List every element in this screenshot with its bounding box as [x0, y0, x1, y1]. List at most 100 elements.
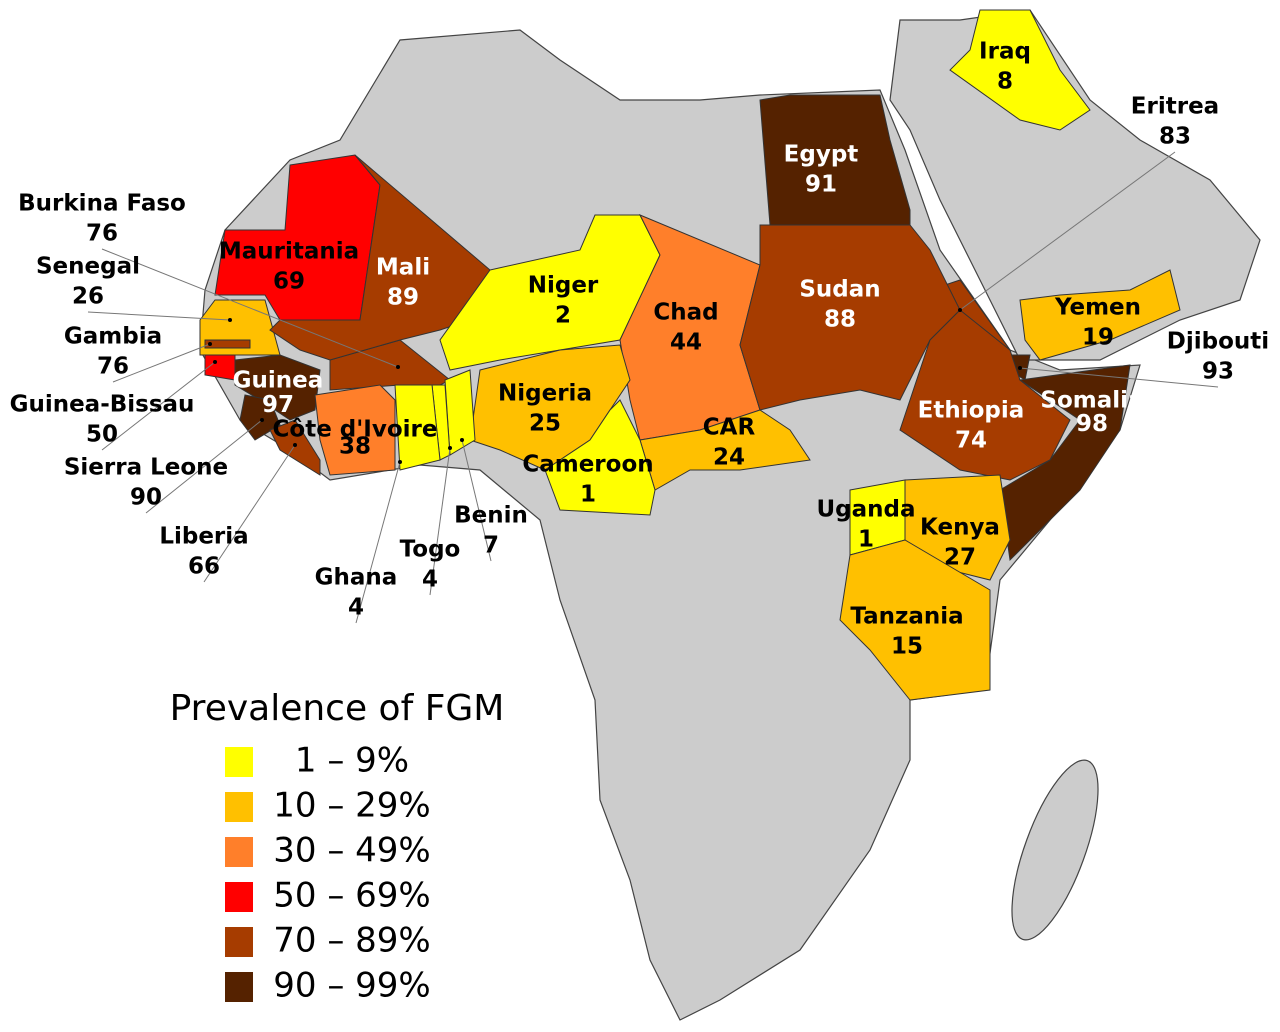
- country-name: Niger: [528, 273, 599, 299]
- leader-line: [101, 248, 399, 368]
- country-value: 98: [1076, 411, 1108, 437]
- country-name: Ghana: [315, 565, 398, 591]
- country-name: Djibouti: [1167, 329, 1269, 355]
- country-name: Cameroon: [522, 452, 653, 478]
- madagascar: [1011, 759, 1099, 941]
- legend-label: 1 – 9%: [295, 741, 409, 781]
- country-value: 1: [858, 526, 874, 552]
- country-shape: [1019, 269, 1181, 361]
- country-value: 91: [805, 171, 837, 197]
- country-name: Burkina Faso: [18, 191, 186, 217]
- leader-line: [101, 361, 216, 451]
- country-value: 15: [891, 633, 923, 659]
- country-value: 74: [955, 427, 987, 453]
- country-name: Senegal: [36, 254, 140, 280]
- legend-label: 10 – 29%: [273, 786, 430, 826]
- legend: Prevalence of FGM 1 – 9% 10 – 29% 30 – 49%…: [170, 688, 505, 1006]
- country-value: 76: [86, 220, 118, 246]
- country-value: 26: [72, 283, 104, 309]
- labels: Iraq 8 Eritrea 83 Egypt 91 Burkina Faso 76 Seneg…: [10, 39, 1270, 660]
- country-value: 89: [387, 284, 419, 310]
- country-name: Gambia: [64, 324, 162, 350]
- country-name: Eritrea: [1131, 94, 1219, 120]
- leader-line: [959, 151, 1176, 311]
- country-name: Mali: [376, 255, 430, 281]
- country-name: CAR: [703, 415, 756, 441]
- legend-label: 50 – 69%: [273, 876, 430, 916]
- country-value: 4: [348, 594, 364, 620]
- country-name: Togo: [400, 537, 461, 563]
- country-shape: [204, 339, 251, 349]
- country-name: Sierra Leone: [64, 455, 228, 481]
- country-shape: [239, 394, 281, 441]
- country-value: 2: [555, 302, 571, 328]
- country-shape: [639, 409, 811, 491]
- country-value: 25: [529, 410, 561, 436]
- country-name: Iraq: [979, 39, 1031, 65]
- country-shape: [544, 399, 656, 516]
- leader-line: [461, 439, 492, 562]
- country-value: 38: [339, 433, 371, 459]
- leader-dot: [398, 460, 402, 464]
- country-name: Mauritania: [219, 239, 359, 265]
- country-name: Liberia: [159, 524, 248, 550]
- country-shape: [394, 384, 441, 471]
- country-value: 1: [580, 481, 596, 507]
- legend-label: 30 – 49%: [273, 831, 430, 871]
- country-shape: [839, 539, 991, 701]
- country-value: 7: [483, 532, 499, 558]
- leader-dot: [208, 342, 212, 346]
- leader-line: [112, 343, 211, 383]
- leader-dot: [460, 438, 464, 442]
- leader-dot: [448, 446, 452, 450]
- country-name: Ethiopia: [918, 398, 1025, 424]
- countries: [199, 9, 1181, 701]
- country-shape: [949, 9, 1091, 131]
- country-name: Uganda: [816, 497, 915, 523]
- country-shape: [214, 154, 381, 321]
- country-value: 93: [1202, 358, 1234, 384]
- country-value: 8: [997, 68, 1013, 94]
- country-value: 76: [97, 353, 129, 379]
- leader-dot: [1018, 366, 1022, 370]
- country-value: 88: [824, 306, 856, 332]
- country-value: 4: [422, 566, 438, 592]
- leader-dot: [213, 360, 217, 364]
- country-value: 50: [86, 421, 118, 447]
- country-shape: [204, 354, 236, 381]
- country-name: Egypt: [784, 142, 859, 168]
- legend-label: 70 – 89%: [273, 921, 430, 961]
- country-value: 83: [1159, 123, 1191, 149]
- leader-line: [355, 461, 401, 624]
- leader-line: [1019, 367, 1219, 388]
- country-name: Somalia: [1040, 388, 1143, 414]
- country-shape: [314, 384, 396, 476]
- legend-swatch: [225, 882, 253, 912]
- leader-dot: [228, 318, 232, 322]
- legend-swatch: [225, 972, 253, 1002]
- leader-line: [203, 444, 296, 583]
- country-value: 66: [188, 553, 220, 579]
- country-shape: [999, 364, 1131, 562]
- country-shape: [269, 419, 321, 476]
- country-name: Guinea: [233, 368, 324, 394]
- country-name: Yemen: [1054, 295, 1141, 321]
- country-name: Côte d'Ivoire: [273, 417, 438, 443]
- legend-title: Prevalence of FGM: [170, 688, 505, 729]
- leader-line: [429, 447, 451, 596]
- leader-dot: [260, 418, 264, 422]
- country-value: 27: [944, 544, 976, 570]
- country-shape: [899, 309, 1071, 481]
- country-value: 90: [130, 484, 162, 510]
- country-name: Nigeria: [498, 381, 592, 407]
- country-value: 69: [273, 268, 305, 294]
- leader-line: [87, 311, 231, 321]
- country-name: Guinea-Bissau: [10, 392, 195, 418]
- country-value: 97: [262, 392, 294, 418]
- legend-swatch: [225, 927, 253, 957]
- legend-swatch: [225, 792, 253, 822]
- legend-swatch: [225, 837, 253, 867]
- leader-dot: [396, 365, 400, 369]
- country-name: Benin: [454, 503, 528, 529]
